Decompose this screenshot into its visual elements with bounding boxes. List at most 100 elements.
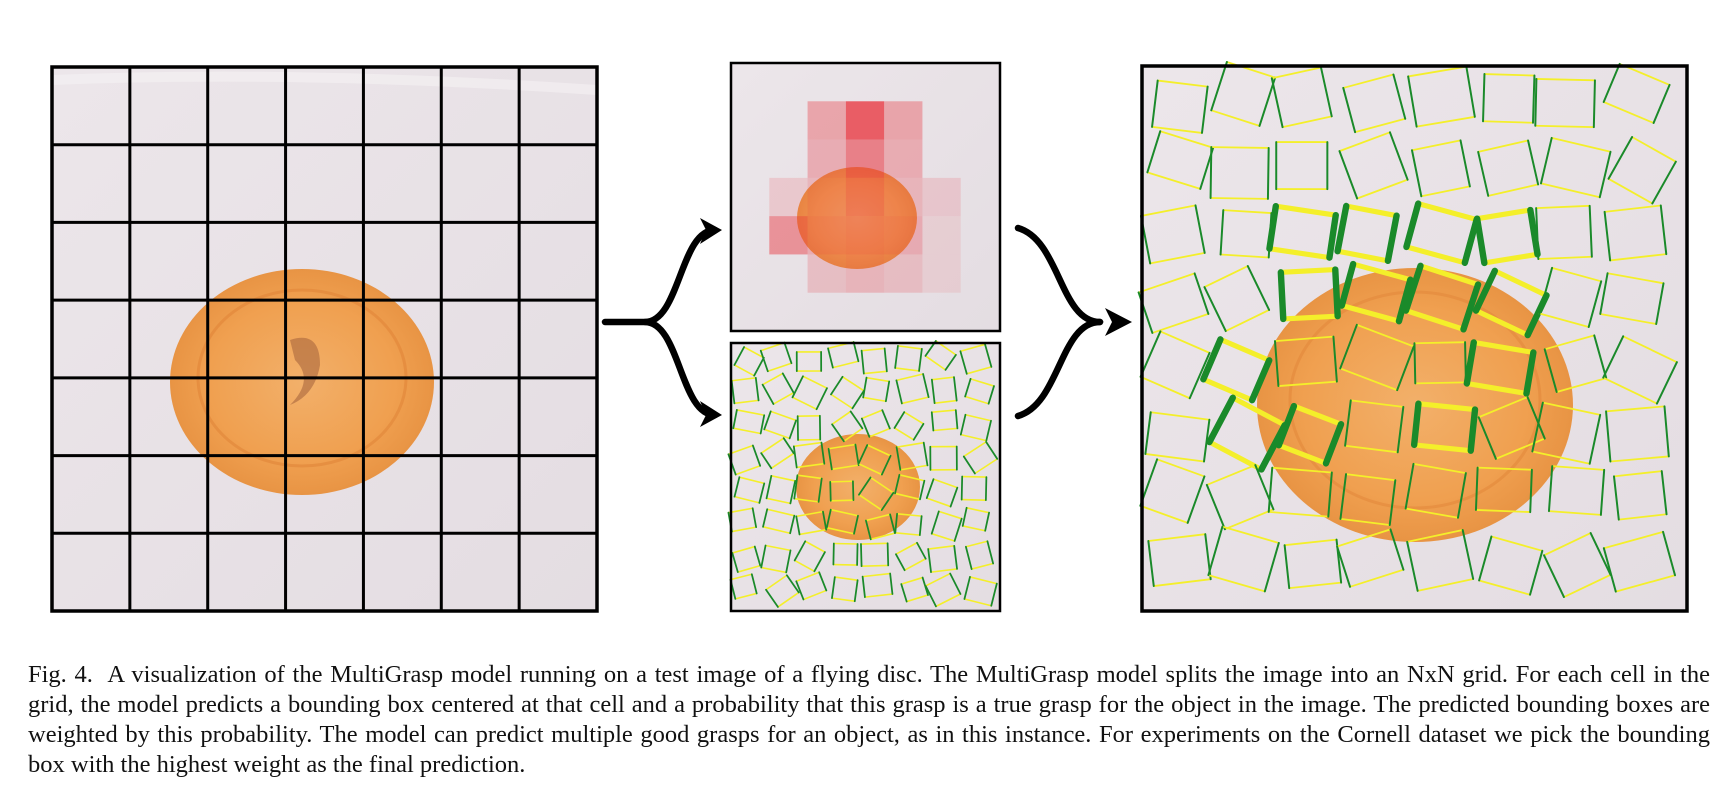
split-arrow (601, 218, 722, 427)
grasp-rectangle (1207, 525, 1280, 593)
grasp-rectangle (733, 476, 766, 504)
grasp-rectangle (1203, 265, 1271, 333)
grasp-rectangle (1605, 405, 1670, 463)
heatmap-cell (845, 139, 885, 178)
grasp-rectangle (1477, 396, 1546, 460)
grasp-rectangle (930, 510, 963, 542)
grasp-rectangle (1535, 204, 1593, 261)
grasp-rectangle (763, 410, 797, 440)
grasp-rectangle (1543, 532, 1612, 599)
grasp-rectangle (1538, 266, 1603, 328)
input-grid-panel (50, 65, 599, 613)
grasp-rectangle (760, 437, 795, 470)
grasp-rectangle (1334, 202, 1400, 265)
grasp-rectangle (1200, 336, 1273, 404)
grasp-rectangle (1613, 470, 1668, 521)
grasp-rectangle (1275, 141, 1329, 191)
heatmap-cell (769, 216, 808, 255)
grasp-rectangle (894, 473, 926, 501)
heatmap-cell (845, 177, 885, 217)
grasp-rectangle (1539, 136, 1612, 199)
grasp-rectangle (1275, 402, 1345, 467)
grasp-rectangle (795, 571, 828, 601)
grasp-rectangle (829, 480, 855, 502)
heatmap-cell (884, 216, 923, 255)
heatmap-cell (922, 177, 961, 217)
grasp-rectangle (1147, 533, 1212, 588)
heatmap-cell (807, 139, 846, 178)
grasp-rectangle (1336, 528, 1405, 588)
grasp-rectangle (925, 478, 959, 508)
grasp-rectangle (731, 545, 762, 573)
grasp-rectangle (1344, 399, 1405, 454)
nxn-grid (52, 67, 597, 611)
grasp-rectangle (1270, 66, 1333, 129)
grasp-rectangle (893, 411, 925, 441)
grasp-rectangle (1338, 260, 1414, 325)
grasp-rectangle (791, 375, 828, 411)
grasp-rectangle (796, 414, 822, 441)
grasp-rectangle (929, 445, 958, 471)
grasp-rectangle (857, 444, 892, 476)
heatmap-cell (845, 216, 885, 255)
grasp-rectangle (762, 508, 796, 535)
grasp-predictions-panel (727, 340, 1002, 613)
grasp-rectangle (1531, 401, 1602, 465)
heatmap-cell (884, 177, 923, 217)
grasp-rectangle (1402, 262, 1482, 333)
heatmap-cells (769, 101, 961, 293)
grasp-rectangle (927, 544, 958, 573)
grasp-rectangle (825, 508, 859, 535)
grasp-rectangle (963, 576, 998, 607)
grasp-rectangle (1277, 266, 1341, 323)
grasp-rectangle (733, 346, 765, 377)
grasp-rectangle (1139, 330, 1211, 400)
grasp-rectangle (765, 474, 797, 505)
weighted-grasps-panel (1137, 60, 1689, 613)
predicted-bounding-boxes (727, 340, 999, 608)
grasp-rectangle (830, 375, 865, 410)
grasp-rectangle (1273, 335, 1338, 388)
grasp-rectangle (793, 540, 826, 573)
grasp-rectangle (964, 378, 995, 405)
grasp-rectangle (865, 513, 896, 541)
grasp-rectangle (860, 409, 891, 438)
grasp-rectangle (1602, 530, 1677, 593)
grasp-rectangle (1603, 204, 1668, 262)
grasp-rectangle (1339, 323, 1415, 392)
merge-arrow (1014, 224, 1132, 420)
grasp-rectangle (732, 409, 766, 435)
grasp-rectangle (1477, 139, 1540, 197)
caption-label: Fig. 4. (28, 661, 93, 688)
grasp-rectangle (1534, 77, 1596, 129)
grasp-rectangle (1463, 339, 1537, 397)
grasp-rectangle (1403, 200, 1480, 267)
grasp-rectangle (1266, 203, 1339, 261)
heatmap-cell (769, 177, 808, 217)
grasp-rectangle (1406, 528, 1475, 592)
grasp-rectangle (831, 410, 864, 443)
grasp-rectangle (960, 475, 988, 502)
grasp-rectangle (793, 474, 823, 503)
heatmap-cell (922, 254, 961, 293)
flying-disc (170, 269, 434, 495)
grasp-rectangle (861, 572, 894, 599)
grasp-rectangle (1543, 334, 1608, 393)
grasp-rectangle (1342, 73, 1407, 134)
grasp-rectangle (1140, 204, 1206, 265)
grasp-rectangle (761, 372, 795, 405)
grasp-rectangle (795, 351, 823, 372)
grasp-rectangle (860, 542, 890, 568)
figure-caption: Fig. 4. A visualization of the MultiGras… (28, 660, 1710, 780)
probability-heatmap-panel (729, 61, 1002, 333)
grasp-rectangle (894, 512, 923, 537)
grasp-rectangle (894, 344, 923, 372)
grasp-rectangle (895, 541, 927, 572)
grasp-rectangle (1478, 535, 1544, 596)
grasp-rectangle (1547, 465, 1606, 516)
grasp-rectangle (1473, 206, 1541, 267)
grasp-rectangle (1209, 146, 1270, 200)
heatmap-cell (807, 177, 846, 217)
grasp-rectangle (860, 347, 888, 375)
grasp-rectangle (1146, 130, 1215, 190)
